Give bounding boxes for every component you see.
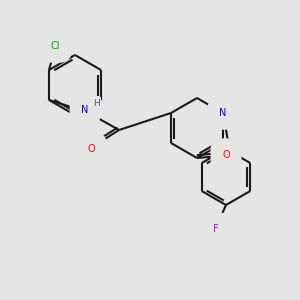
Text: N: N [81, 105, 89, 115]
Text: F: F [213, 224, 219, 234]
Text: O: O [87, 144, 95, 154]
Text: Cl: Cl [50, 41, 60, 51]
Text: H: H [93, 98, 99, 107]
Text: O: O [222, 150, 230, 160]
Text: N: N [219, 108, 227, 118]
